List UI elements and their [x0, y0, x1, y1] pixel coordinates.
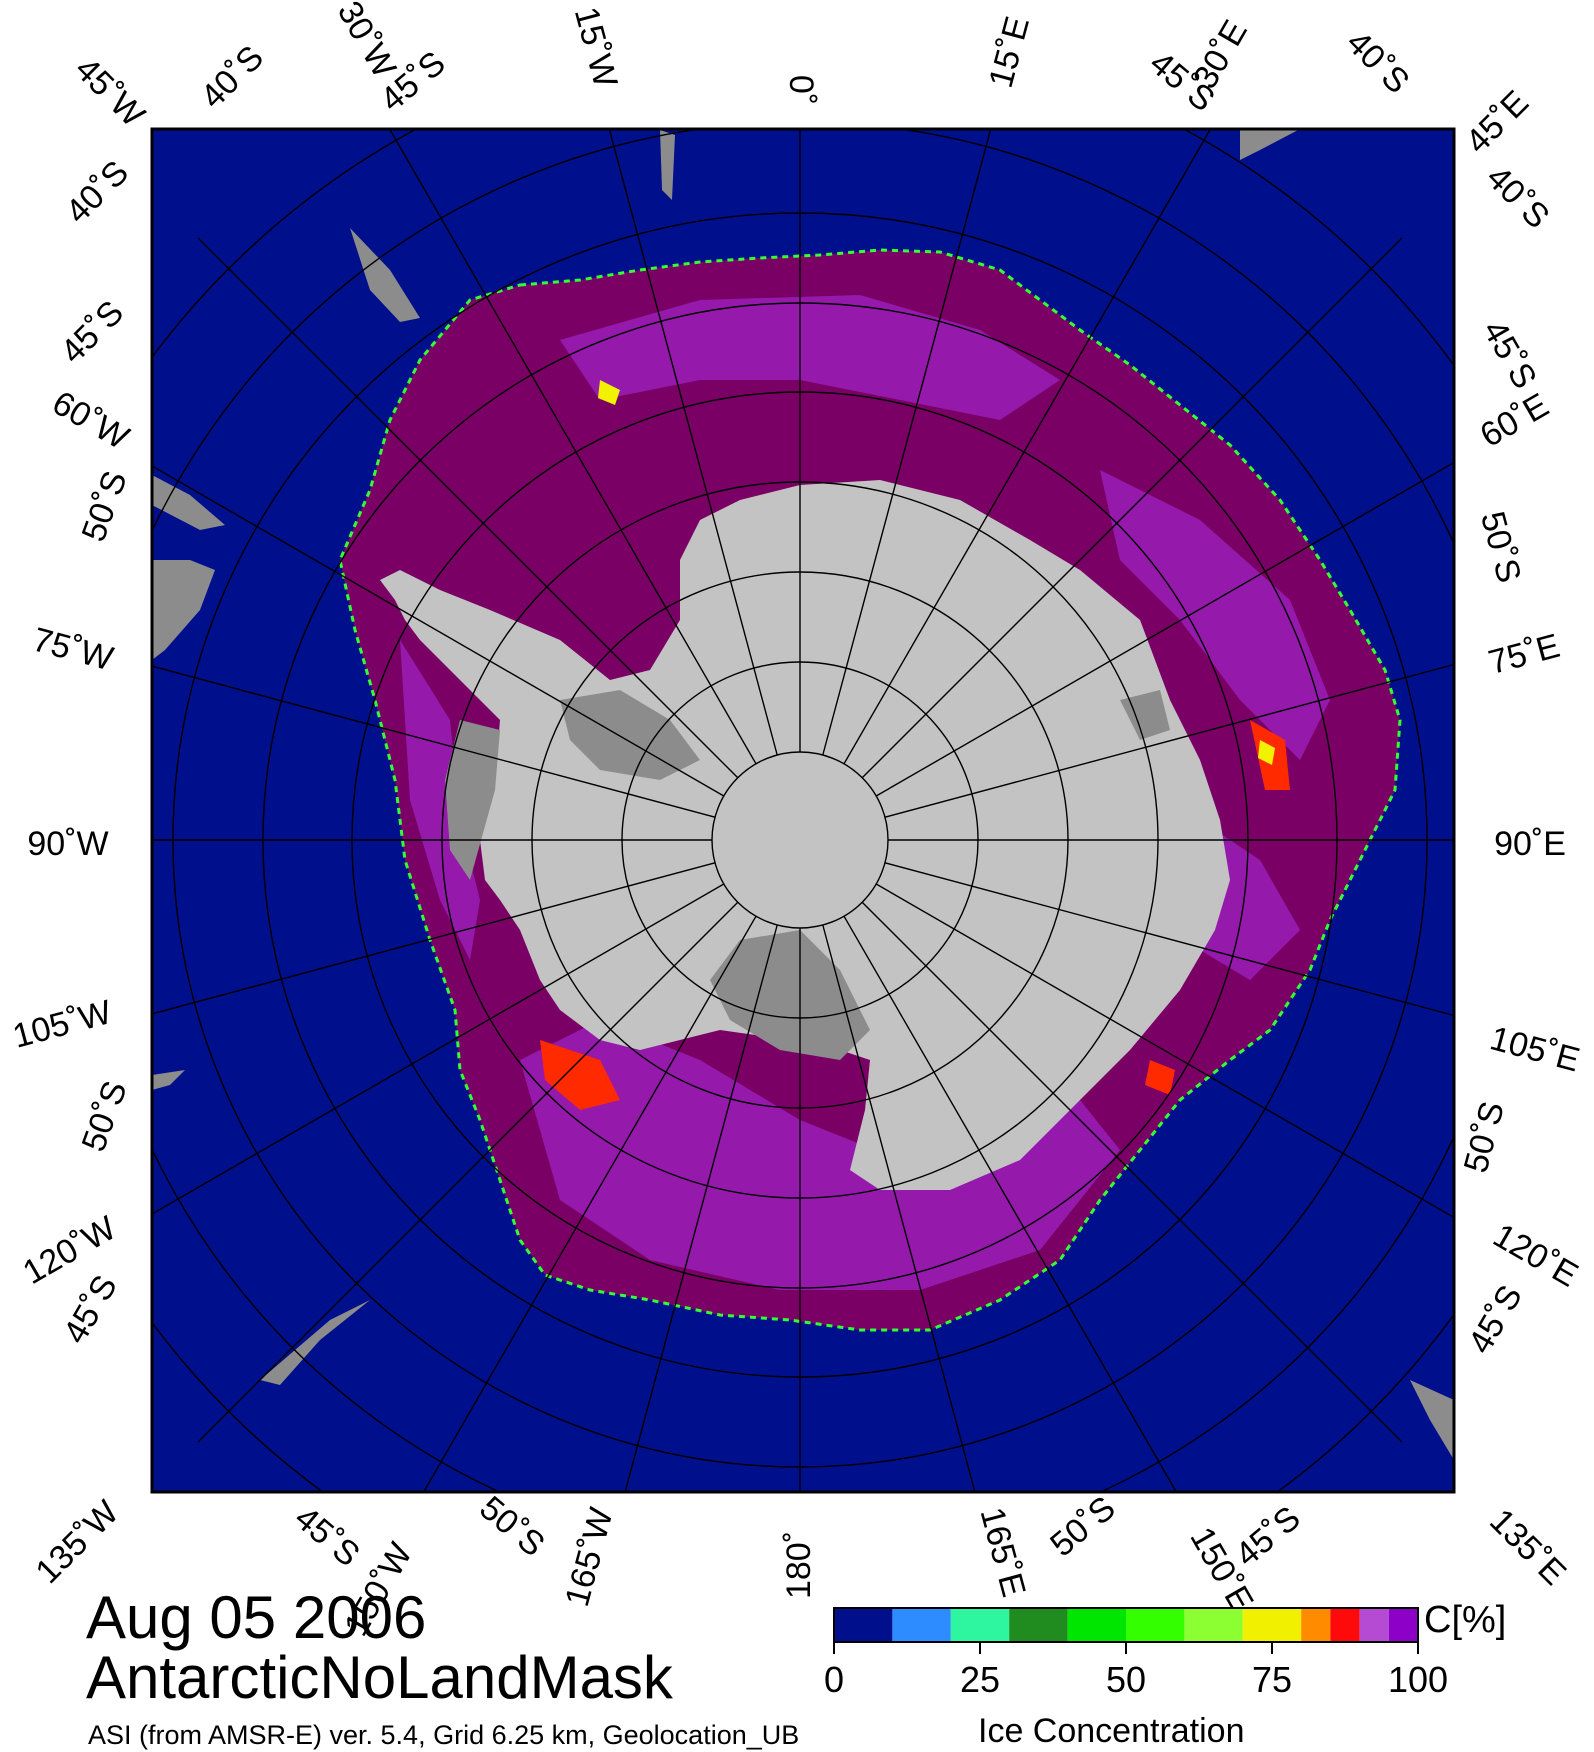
- footer-variable-text: Ice Concentration: [978, 1712, 1245, 1750]
- top-label: 45˚W: [68, 50, 152, 134]
- colorbar-tick-label: 0: [823, 1659, 845, 1700]
- other-land-masses: [152, 129, 1454, 1460]
- top-label: 0˚: [782, 75, 820, 105]
- bottom-label: 135˚E: [1482, 1502, 1573, 1593]
- right-label: 45˚S: [1461, 1279, 1530, 1360]
- africa-land: [1240, 129, 1300, 160]
- bottom-label: 135˚W: [28, 1493, 126, 1591]
- colorbar-bin: [892, 1608, 951, 1642]
- footer-source-text: ASI (from AMSR-E) ver. 5.4, Grid 6.25 km…: [88, 1720, 800, 1750]
- map-product-title: AntarcticNoLandMask: [86, 1644, 673, 1711]
- bouvet-land: [660, 130, 675, 200]
- south-america-land: [152, 475, 225, 530]
- australia-land: [1410, 1380, 1454, 1460]
- colorbar-tick-label: 75: [1251, 1659, 1293, 1700]
- right-label: 105˚E: [1486, 1019, 1583, 1079]
- south-georgia-land: [350, 228, 420, 322]
- bottom-label: 180˚: [780, 1531, 818, 1599]
- right-labels: 40˚S 45˚S 60˚E 50˚S 75˚E 90˚E 105˚E 50˚S…: [1457, 158, 1585, 1360]
- colorbar: [833, 1607, 1419, 1654]
- colorbar-bin: [834, 1608, 893, 1642]
- map-frame: [150, 127, 1456, 1494]
- antarctica-land: [380, 480, 1230, 1190]
- right-label: 90˚E: [1494, 825, 1566, 863]
- map-date-title: Aug 05 2006: [86, 1584, 427, 1651]
- bottom-label: 50˚S: [472, 1489, 551, 1564]
- colorbar-unit-label: C[%]: [1424, 1599, 1507, 1641]
- colorbar-tick-label: 100: [1387, 1659, 1449, 1700]
- colorbar-bin: [950, 1608, 1010, 1642]
- colorbar-bin: [1242, 1608, 1302, 1642]
- left-label: 40˚S: [58, 153, 136, 231]
- left-labels: 40˚S 45˚S 60˚W 50˚S 75˚W 90˚W 105˚W 50˚S…: [9, 153, 136, 1350]
- bottom-label: 50˚S: [1043, 1489, 1122, 1564]
- colorbar-tick-label: 25: [959, 1659, 1001, 1700]
- left-label: 75˚W: [29, 621, 117, 679]
- right-label: 75˚E: [1485, 627, 1564, 682]
- right-label: 60˚E: [1474, 386, 1555, 455]
- top-label: 45˚E: [1458, 83, 1536, 161]
- left-label: 45˚S: [56, 1269, 125, 1350]
- colorbar-bin: [1388, 1608, 1418, 1642]
- bottom-label: 165˚W: [558, 1504, 621, 1611]
- colorbar-bin: [1126, 1608, 1185, 1642]
- top-label: 30˚E: [1186, 14, 1255, 95]
- left-label: 60˚W: [46, 384, 135, 458]
- falkland-land: [152, 560, 215, 660]
- right-label: 40˚S: [1479, 158, 1557, 236]
- right-label: 45˚S: [1475, 314, 1544, 395]
- colorbar-tick-label: 50: [1105, 1659, 1147, 1700]
- new-zealand-land: [260, 1300, 370, 1385]
- top-label: 40˚S: [1339, 23, 1417, 101]
- colorbar-bin: [1067, 1608, 1126, 1642]
- bottom-label: 45˚S: [287, 1499, 366, 1574]
- top-label: 40˚S: [193, 38, 271, 116]
- right-label: 50˚S: [1473, 508, 1528, 587]
- top-label: 30˚W: [330, 0, 404, 84]
- graticule: [152, 129, 1454, 1492]
- right-label: 50˚S: [1457, 1098, 1512, 1177]
- bottom-label: 165˚E: [973, 1503, 1033, 1600]
- colorbar-bin: [1184, 1608, 1243, 1642]
- ice-low-concentration-spots: [540, 380, 1290, 1110]
- colorbar-bin: [1330, 1608, 1360, 1642]
- ice-edge-outline: [338, 248, 1402, 1332]
- left-label: 90˚W: [27, 825, 108, 863]
- colorbar-bin: [1009, 1608, 1068, 1642]
- left-label: 45˚S: [53, 293, 131, 371]
- left-label: 50˚S: [75, 466, 135, 546]
- ice-concentration-texture: [400, 295, 1330, 1290]
- colorbar-bin: [1301, 1608, 1331, 1642]
- left-label: 50˚S: [75, 1076, 135, 1156]
- top-label: 15˚E: [982, 13, 1037, 92]
- small-island-land: [152, 1070, 185, 1090]
- left-label: 105˚W: [9, 993, 116, 1056]
- colorbar-bin: [1359, 1608, 1389, 1642]
- top-label: 15˚W: [567, 3, 625, 91]
